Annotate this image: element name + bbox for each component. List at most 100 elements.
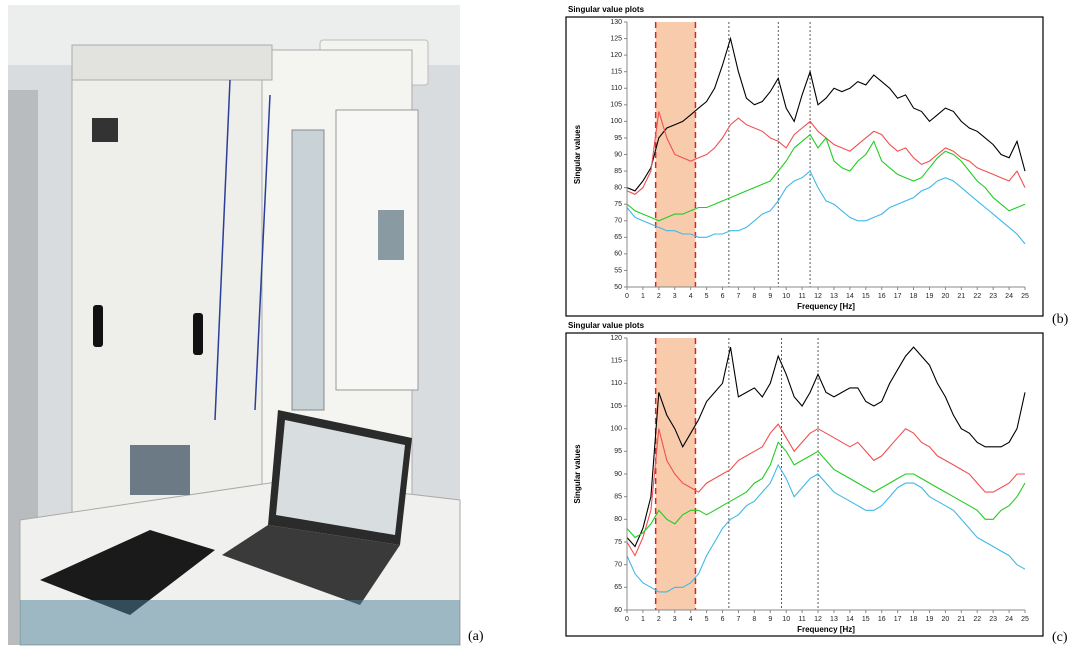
x-tick-label: 11	[798, 293, 805, 300]
x-tick-label: 6	[721, 293, 725, 300]
series-line	[626, 170, 1026, 245]
x-tick-label: 13	[830, 616, 838, 623]
x-tick-label: 22	[973, 293, 981, 300]
photo	[8, 5, 461, 646]
x-tick-label: 8	[752, 293, 756, 300]
y-tick-label: 95	[614, 448, 622, 455]
x-tick-label: 12	[814, 293, 822, 300]
y-tick-label: 75	[614, 201, 622, 208]
x-tick-label: 5	[705, 616, 709, 623]
y-tick-label: 60	[614, 607, 622, 614]
x-tick-label: 2	[657, 616, 661, 623]
x-tick-label: 2	[657, 293, 661, 300]
photo-clipboard	[40, 530, 215, 615]
x-tick-label: 7	[736, 293, 740, 300]
x-tick-label: 3	[673, 616, 677, 623]
photo-laptop-screen	[276, 420, 405, 535]
y-tick-label: 60	[614, 251, 622, 258]
y-tick-label: 90	[614, 151, 622, 158]
y-tick-label: 120	[610, 52, 622, 59]
y-tick-label: 75	[614, 539, 622, 546]
x-tick-label: 17	[894, 616, 902, 623]
photo-daq	[130, 445, 190, 495]
x-tick-label: 15	[862, 293, 870, 300]
y-tick-label: 105	[610, 102, 622, 109]
y-tick-label: 120	[610, 335, 622, 342]
y-tick-label: 130	[610, 19, 622, 26]
y-tick-label: 70	[614, 218, 622, 225]
x-axis-label: Frequency [Hz]	[797, 302, 855, 311]
y-tick-label: 115	[611, 69, 622, 76]
x-tick-label: 9	[768, 293, 772, 300]
photo-cable	[254, 94, 271, 411]
photo-screen	[378, 210, 404, 260]
x-tick-label: 25	[1021, 293, 1029, 300]
chart-title: Singular value plots	[568, 5, 645, 14]
x-tick-label: 12	[814, 616, 822, 623]
x-tick-label: 18	[910, 293, 918, 300]
y-tick-label: 55	[614, 267, 622, 274]
x-tick-label: 14	[846, 293, 854, 300]
y-tick-label: 110	[611, 85, 622, 92]
x-tick-label: 21	[957, 616, 965, 623]
y-tick-label: 110	[611, 380, 622, 387]
panel-label: (a)	[468, 629, 484, 644]
x-tick-label: 24	[1005, 616, 1013, 623]
x-tick-label: 3	[673, 293, 677, 300]
y-tick-label: 50	[614, 284, 622, 291]
x-tick-label: 16	[878, 616, 886, 623]
x-tick-label: 20	[942, 616, 950, 623]
photo-laptop-base	[222, 525, 400, 605]
x-tick-label: 1	[641, 616, 645, 623]
x-tick-label: 6	[721, 616, 725, 623]
y-tick-label: 105	[610, 403, 622, 410]
x-axis-label: Frequency [Hz]	[797, 625, 855, 634]
x-tick-label: 19	[926, 293, 934, 300]
y-tick-label: 80	[614, 184, 622, 191]
x-tick-label: 10	[782, 616, 790, 623]
y-axis-label: Singular values	[573, 444, 582, 504]
photo-panel	[335, 109, 419, 391]
x-tick-label: 18	[910, 616, 918, 623]
y-tick-label: 100	[610, 118, 622, 125]
x-tick-label: 20	[942, 293, 950, 300]
y-tick-label: 100	[610, 426, 622, 433]
series-line	[626, 36, 1026, 192]
x-tick-label: 9	[768, 616, 772, 623]
photo-glass-door	[291, 129, 325, 411]
y-tick-label: 85	[614, 494, 622, 501]
series-line	[626, 346, 1026, 548]
highlight-band	[655, 338, 696, 610]
chart-title: Singular value plots	[568, 321, 645, 330]
x-tick-label: 11	[798, 616, 805, 623]
x-tick-label: 21	[957, 293, 965, 300]
photo-handle	[193, 313, 203, 355]
x-tick-label: 14	[846, 616, 854, 623]
x-tick-label: 0	[625, 293, 629, 300]
photo-plate	[92, 118, 118, 142]
x-tick-label: 17	[894, 293, 902, 300]
x-tick-label: 16	[878, 293, 886, 300]
y-tick-label: 70	[614, 562, 622, 569]
series-line	[626, 133, 1026, 222]
x-tick-label: 25	[1021, 616, 1029, 623]
x-tick-label: 23	[989, 616, 997, 623]
y-tick-label: 125	[610, 35, 622, 42]
y-tick-label: 65	[614, 234, 622, 241]
x-tick-label: 10	[782, 293, 790, 300]
y-tick-label: 90	[614, 471, 622, 478]
x-tick-label: 19	[926, 616, 934, 623]
x-tick-label: 23	[989, 293, 997, 300]
y-tick-label: 65	[614, 584, 622, 591]
y-tick-label: 80	[614, 516, 622, 523]
photo-cable	[214, 79, 231, 421]
y-tick-label: 85	[614, 168, 622, 175]
x-tick-label: 8	[752, 616, 756, 623]
x-tick-label: 15	[862, 616, 870, 623]
series-line	[626, 441, 1026, 539]
series-line	[626, 423, 1025, 557]
x-tick-label: 0	[625, 616, 629, 623]
x-tick-label: 4	[689, 293, 693, 300]
